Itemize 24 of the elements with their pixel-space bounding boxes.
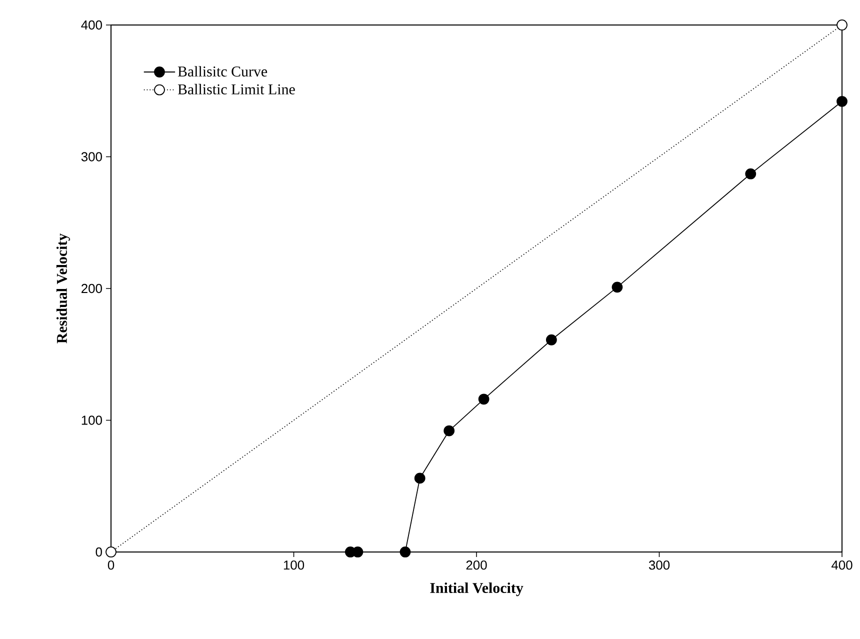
y-tick-label: 100 [82, 416, 102, 425]
point [444, 425, 455, 436]
x-tick-label: 400 [832, 560, 852, 570]
y-tick-label: 300 [81, 152, 102, 162]
point [478, 394, 490, 405]
point [836, 20, 848, 30]
y-tick-label: 200 [82, 284, 102, 294]
x-tick-label: 0 [108, 560, 114, 570]
y-tick-label: 400 [81, 20, 102, 30]
x-tick-label: 200 [466, 560, 487, 570]
point [546, 334, 557, 346]
y-axis-title: Residual Velocity [56, 233, 70, 344]
point [400, 546, 411, 558]
legend-label: Ballistic Limit Line [178, 84, 295, 94]
point [612, 282, 623, 293]
point [414, 472, 426, 484]
x-tick-label: 100 [284, 560, 304, 570]
x-axis-title: Initial Velocity [430, 582, 524, 596]
point [745, 168, 756, 180]
x-tick-label: 300 [648, 560, 670, 570]
legend-label: Ballisitc Curve [178, 66, 268, 77]
y-tick-label: 0 [96, 547, 102, 557]
point [106, 546, 116, 558]
point [836, 96, 848, 107]
